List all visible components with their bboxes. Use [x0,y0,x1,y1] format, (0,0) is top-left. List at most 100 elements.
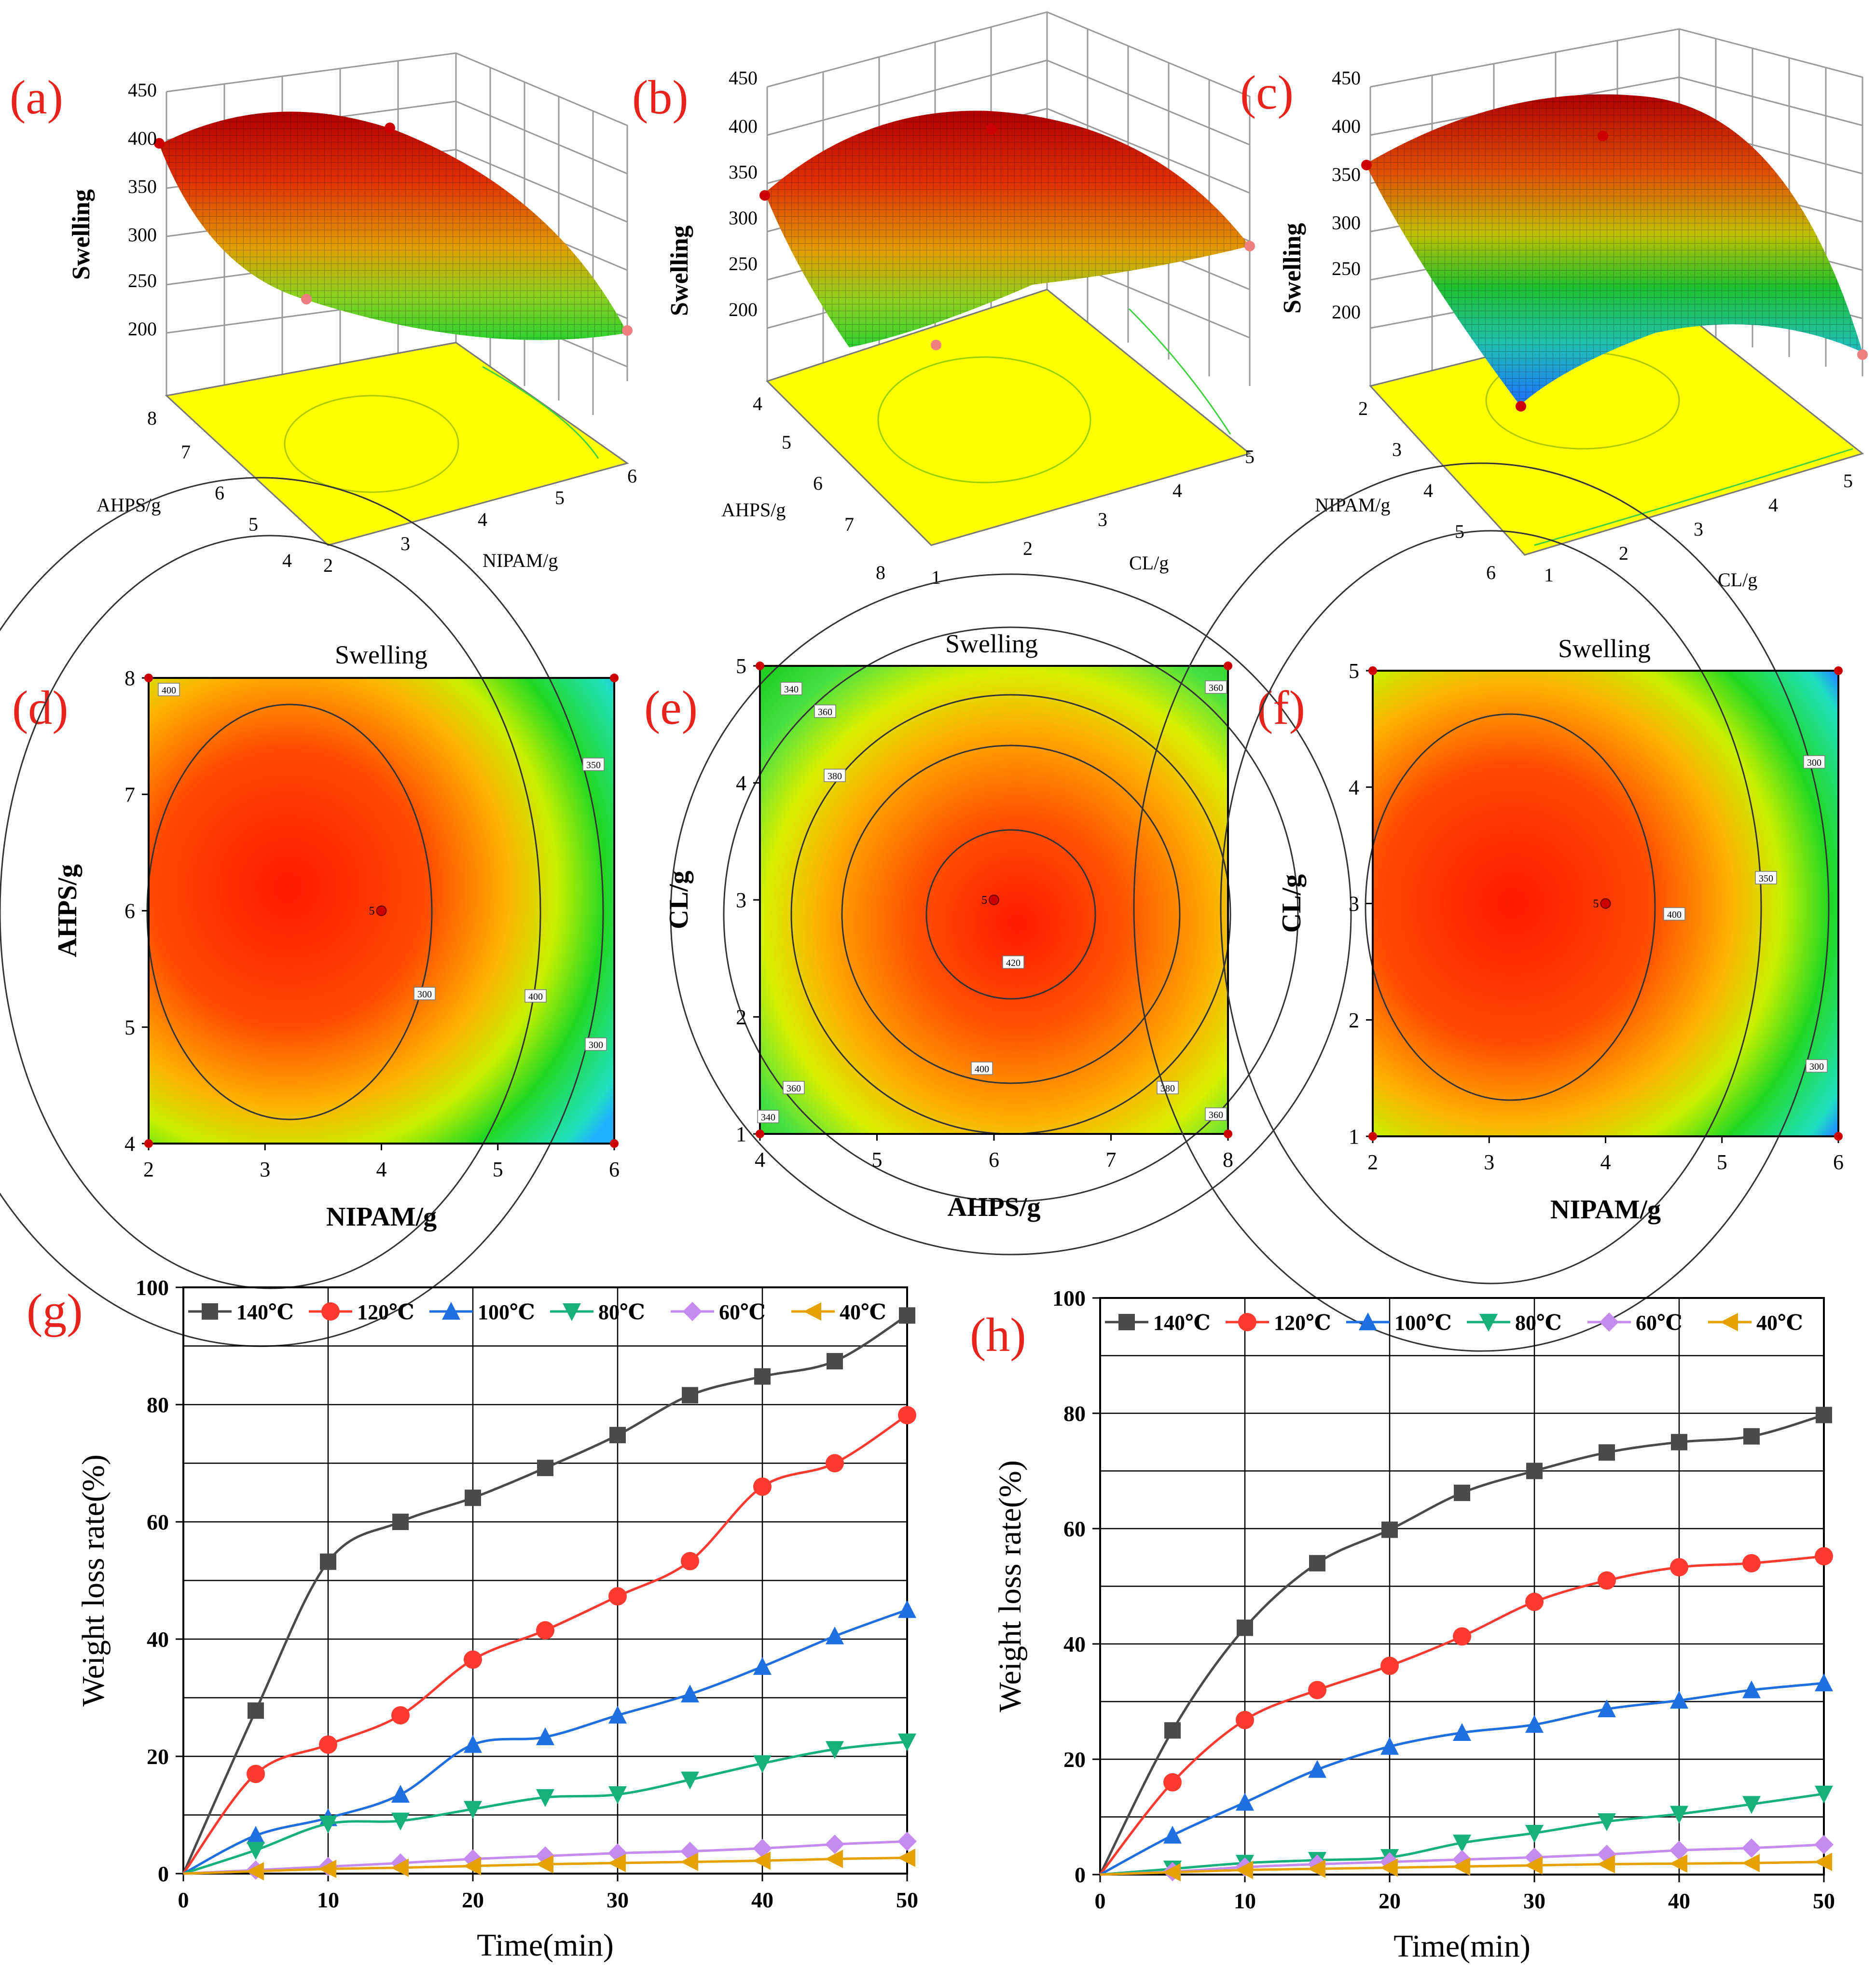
panel-label: (e) [644,681,698,734]
data-point [1720,1313,1738,1331]
data-point [1814,1835,1834,1854]
data-point [247,1826,265,1844]
data-point [753,1657,772,1675]
svg-text:4: 4 [282,550,292,571]
y-tick-label: 100 [136,1275,169,1300]
x-axis-label: AHPS/g [948,1192,1041,1222]
gridlines [1100,1298,1824,1875]
x-tick-label: 20 [462,1888,484,1912]
svg-text:6: 6 [813,472,823,494]
svg-text:450: 450 [1332,67,1361,89]
data-point [1814,1852,1832,1871]
contour-label: 360 [1205,1107,1227,1121]
series-80℃ [1100,1785,1833,1879]
y-tick-label: 80 [147,1393,169,1417]
x-axis: 2 3 4 5 6 [323,465,637,576]
x-tick-label: 4 [376,1158,387,1181]
data-point [536,1855,553,1874]
data-point [1742,1796,1761,1814]
svg-text:450: 450 [128,79,157,101]
svg-text:7: 7 [844,513,854,535]
y-tick-label: 4 [736,772,746,795]
design-point [1361,160,1372,170]
x-axis-label: CL/g [1718,569,1757,591]
contour-label-text: 380 [828,771,842,782]
design-point [1516,401,1526,412]
data-point [681,1684,699,1703]
design-point [931,340,941,350]
contour-label: 300 [1803,755,1825,769]
data-point [898,1406,916,1424]
panel-label: (f) [1257,681,1305,734]
data-point [608,1854,626,1873]
corner-point [1224,662,1232,670]
data-point [897,1832,917,1851]
svg-text:4: 4 [1172,480,1182,501]
x-tick-label: 40 [751,1888,773,1912]
svg-text:4: 4 [1423,480,1433,501]
data-point [1381,1521,1398,1538]
data-point [825,1849,843,1868]
contour-label-text: 360 [1209,1110,1223,1120]
center-point-label: 5 [981,894,987,907]
y-tick-label: 40 [147,1627,169,1652]
data-point [318,1860,336,1878]
data-point [1742,1554,1761,1573]
z-axis-label: Swelling [1279,223,1306,314]
data-point [391,1706,410,1725]
data-point [464,1650,482,1669]
legend: 140℃ 120℃ 100℃ 80℃ 60℃ 40℃ [1105,1311,1803,1335]
contour-line [1133,462,1830,1352]
x-tick-label: 6 [609,1158,620,1181]
corner-point [1834,1132,1843,1141]
contour-line [146,704,433,1120]
gridlines [183,1287,907,1874]
contour-label-box [1205,680,1227,694]
y-axis-label: AHPS/g [53,864,83,957]
series-40℃ [1100,1852,1832,1882]
data-point [464,1801,482,1819]
data-point [1816,1407,1832,1423]
data-point [825,1835,844,1854]
svg-text:5: 5 [555,487,565,509]
svg-text:300: 300 [128,224,157,246]
data-point [1163,1863,1181,1882]
x-tick-label: 0 [1095,1889,1106,1913]
data-point [463,1857,481,1876]
legend-label: 120℃ [1274,1311,1331,1335]
y-tick-label: 4 [124,1132,135,1156]
data-point [1526,1463,1543,1479]
z-axis: 450 400 350 300 250 200 [729,67,758,320]
design-point [154,138,165,149]
data-point [754,1368,771,1385]
series-80℃ [183,1733,916,1875]
data-point [608,1587,627,1606]
y-tick-label: 4 [1349,775,1359,799]
center-point [376,905,387,916]
contour-label-text: 360 [818,707,832,717]
svg-text:2: 2 [323,554,333,576]
corner-point [1224,1130,1232,1138]
data-point [1670,1558,1688,1577]
data-point [563,1303,581,1321]
data-point [536,1621,554,1640]
data-point [1525,1824,1544,1843]
contour-line [925,829,1096,1000]
x-tick-label: 6 [1833,1150,1844,1174]
svg-text:3: 3 [1098,509,1107,530]
line-chart-g: (g) 0 10 20 30 40 50 0 20 40 60 80 100 Time(min) Weig… [27,1275,918,1963]
design-point [1598,131,1608,141]
data-point [1669,1840,1689,1860]
data-point [1598,1699,1616,1718]
contour-label-text: 300 [417,989,432,1000]
data-point [803,1302,821,1321]
data-point [1815,1673,1833,1692]
line-chart-h: (h) 0 10 20 30 40 50 0 20 40 60 80 100 Time(min) Weig… [970,1286,1835,1964]
data-point [899,1307,915,1324]
data-point [1235,1861,1253,1879]
contour-label-text: 300 [589,1040,603,1050]
legend-label: 100℃ [1394,1311,1452,1335]
corner-point [1834,666,1843,675]
center-point-label: 5 [369,905,375,918]
x-tick-label: 5 [493,1158,503,1181]
